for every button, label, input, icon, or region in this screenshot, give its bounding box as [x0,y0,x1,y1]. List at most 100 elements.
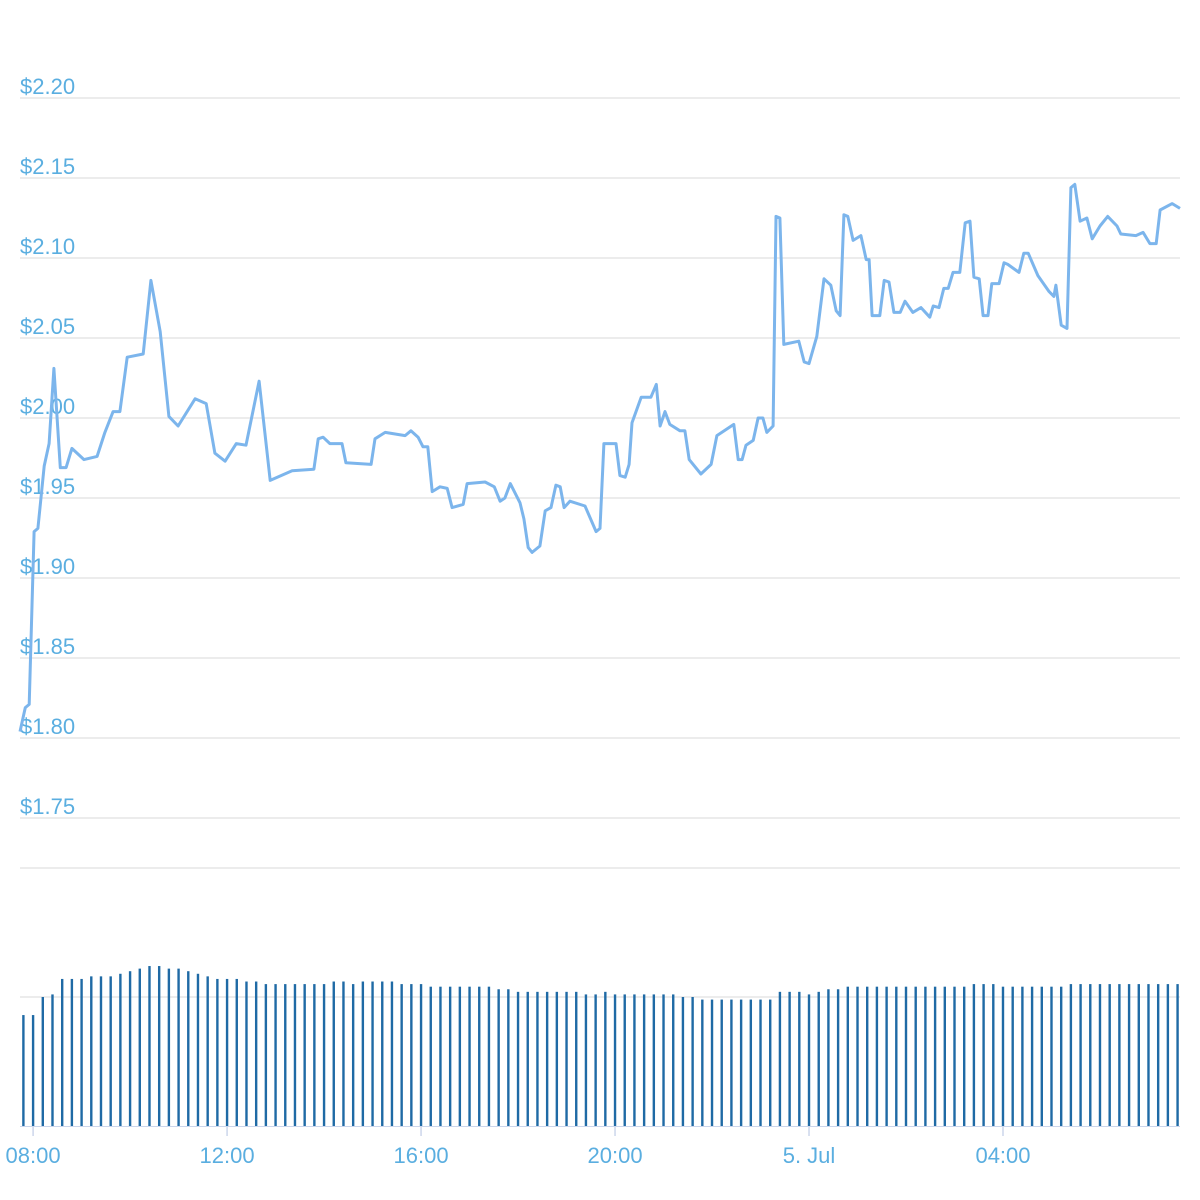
volume-bar [458,986,462,1126]
volume-bar [254,981,258,1126]
volume-bar [478,986,481,1126]
price-line [18,182,1181,732]
volume-bar [138,968,141,1126]
volume-bar [361,981,365,1126]
volume-bar [1098,984,1102,1126]
volume-bar [381,981,384,1126]
volume-bar [342,981,345,1126]
volume-bar [429,986,432,1126]
volume-bar [119,973,122,1126]
volume-bar [953,986,956,1126]
x-tick-label: 12:00 [200,1143,255,1168]
volume-bar [1079,984,1082,1126]
volume-bar [1021,986,1024,1126]
volume-bar [332,981,335,1126]
volume-bar [701,999,704,1126]
volume-bar [1069,984,1073,1126]
volume-bar [284,984,287,1126]
volume-bar [245,981,248,1126]
volume-bar [623,994,626,1126]
volume-bar [70,978,74,1126]
volume-bar [225,978,229,1126]
volume-bar [410,984,413,1126]
y-tick-label: $1.85 [20,634,75,659]
volume-bar [778,991,782,1126]
volume-bar [798,991,801,1126]
volume-bar [555,991,559,1126]
volume-bar [992,984,995,1126]
volume-bar [827,989,830,1126]
y-tick-label: $2.00 [20,394,75,419]
volume-bar [1030,986,1034,1126]
volume-bar [196,973,200,1126]
volume-bar [1147,984,1150,1126]
volume-bar [885,986,888,1126]
volume-bar [80,978,83,1126]
volume-bar [1108,984,1111,1126]
volume-bar [109,976,112,1126]
volume-bar [216,978,219,1126]
volume-bar [545,991,549,1126]
volume-bar [148,966,151,1126]
volume-bar [933,986,937,1126]
volume-bar [1089,984,1092,1126]
x-tick-label: 04:00 [975,1143,1030,1168]
volume-bar [439,986,442,1126]
volume-bar [1040,986,1043,1126]
volume-bar [681,997,685,1126]
volume-bar [1127,984,1131,1126]
volume-bar [507,989,510,1126]
volume-bar [497,989,500,1126]
volume-bar [90,976,93,1126]
volume-bar [41,997,44,1126]
volume-bar [769,999,772,1126]
volume-bar [836,989,840,1126]
volume-bar [487,986,491,1126]
volume-bar [1050,986,1053,1126]
y-tick-label: $1.95 [20,474,75,499]
volume-bar [264,984,268,1126]
y-tick-label: $1.90 [20,554,75,579]
volume-bar [1176,984,1179,1126]
volume-bar [303,984,306,1126]
volume-bar [613,994,617,1126]
x-tick-label: 08:00 [6,1143,61,1168]
volume-bar [710,999,714,1126]
volume-bar [739,999,743,1126]
y-tick-label: $2.20 [20,74,75,99]
volume-bar [788,991,791,1126]
y-tick-label: $2.15 [20,154,75,179]
volume-bar [662,994,665,1126]
volume-bar [31,1015,35,1126]
volume-bar [1118,984,1121,1126]
volume-bar [962,986,966,1126]
volume-bar [982,984,985,1126]
volume-bar [60,978,64,1126]
volume-bar [1156,984,1160,1126]
volume-bar [972,984,976,1126]
volume-bar [313,984,316,1126]
volume-bar [390,981,394,1126]
volume-bar [400,984,403,1126]
y-tick-label: $2.10 [20,234,75,259]
volume-bar [846,986,850,1126]
volume-bar [371,981,374,1126]
volume-bar [322,984,326,1126]
volume-bar [351,984,355,1126]
volume-bar [22,1015,25,1126]
x-tick-label: 20:00 [588,1143,643,1168]
volume-bar [633,994,636,1126]
volume-bar [895,986,898,1126]
volume-bar [584,994,588,1126]
volume-bar [293,984,297,1126]
volume-bar [720,999,723,1126]
volume-bar [672,994,675,1126]
volume-bar [866,986,869,1126]
volume-bar [875,986,879,1126]
volume-bar [1011,986,1014,1126]
volume-bar [274,984,277,1126]
volume-bar [817,991,820,1126]
volume-bar [565,991,568,1126]
volume-bar [51,994,54,1126]
